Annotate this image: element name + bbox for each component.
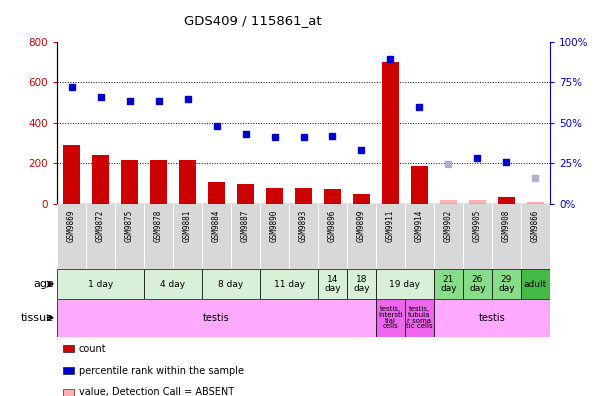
Text: 29
day: 29 day: [498, 275, 514, 293]
Text: count: count: [79, 344, 106, 354]
Bar: [266, 188, 283, 204]
Bar: [498, 197, 515, 204]
Bar: [121, 160, 138, 204]
Text: GSM9914: GSM9914: [415, 209, 424, 242]
Text: GSM9884: GSM9884: [212, 209, 221, 242]
Bar: [237, 184, 254, 204]
Bar: [202, 269, 260, 299]
Text: 8 day: 8 day: [218, 280, 243, 289]
Bar: [92, 155, 109, 204]
Text: GSM9905: GSM9905: [473, 209, 482, 242]
Bar: [405, 299, 434, 337]
Bar: [382, 62, 399, 204]
Bar: [144, 269, 202, 299]
Text: testis: testis: [478, 313, 505, 323]
Text: 1 day: 1 day: [88, 280, 113, 289]
Text: percentile rank within the sample: percentile rank within the sample: [79, 366, 244, 376]
Text: testis,
intersti
tial
cells: testis, intersti tial cells: [378, 306, 403, 329]
Bar: [57, 299, 376, 337]
Bar: [440, 200, 457, 204]
Text: GSM9896: GSM9896: [328, 209, 337, 242]
Bar: [492, 269, 521, 299]
Text: GSM9893: GSM9893: [299, 209, 308, 242]
Text: GSM9881: GSM9881: [183, 209, 192, 242]
Bar: [295, 188, 312, 204]
Text: GSM9899: GSM9899: [357, 209, 366, 242]
Text: value, Detection Call = ABSENT: value, Detection Call = ABSENT: [79, 387, 234, 396]
Text: GSM9911: GSM9911: [386, 209, 395, 242]
Bar: [150, 160, 167, 204]
Bar: [353, 194, 370, 204]
Text: GSM9869: GSM9869: [67, 209, 76, 242]
Text: 11 day: 11 day: [273, 280, 305, 289]
Text: 18
day: 18 day: [353, 275, 370, 293]
Bar: [208, 182, 225, 204]
Text: GSM9887: GSM9887: [241, 209, 250, 242]
Text: age: age: [33, 279, 54, 289]
Text: GSM9866: GSM9866: [531, 209, 540, 242]
Text: 21
day: 21 day: [440, 275, 457, 293]
Text: 26
day: 26 day: [469, 275, 486, 293]
Bar: [376, 269, 434, 299]
Bar: [63, 145, 81, 204]
Text: GSM9878: GSM9878: [154, 209, 163, 242]
Bar: [57, 269, 144, 299]
Bar: [347, 269, 376, 299]
Bar: [526, 202, 544, 204]
Text: GSM9908: GSM9908: [502, 209, 511, 242]
Text: adult: adult: [524, 280, 547, 289]
Text: GDS409 / 115861_at: GDS409 / 115861_at: [184, 14, 321, 27]
Bar: [410, 166, 428, 204]
Text: tissue: tissue: [21, 313, 54, 323]
Text: 4 day: 4 day: [160, 280, 186, 289]
Bar: [463, 269, 492, 299]
Bar: [521, 269, 550, 299]
Bar: [324, 189, 341, 204]
Text: GSM9902: GSM9902: [444, 209, 453, 242]
Text: testis: testis: [203, 313, 230, 323]
Text: 19 day: 19 day: [389, 280, 421, 289]
Text: 14
day: 14 day: [324, 275, 341, 293]
Text: GSM9875: GSM9875: [125, 209, 134, 242]
Bar: [469, 200, 486, 204]
Bar: [318, 269, 347, 299]
Bar: [434, 299, 550, 337]
Bar: [434, 269, 463, 299]
Text: testis,
tubula
r soma
tic cells: testis, tubula r soma tic cells: [406, 306, 433, 329]
Text: GSM9890: GSM9890: [270, 209, 279, 242]
Text: GSM9872: GSM9872: [96, 209, 105, 242]
Bar: [376, 299, 405, 337]
Bar: [179, 160, 197, 204]
Bar: [260, 269, 318, 299]
